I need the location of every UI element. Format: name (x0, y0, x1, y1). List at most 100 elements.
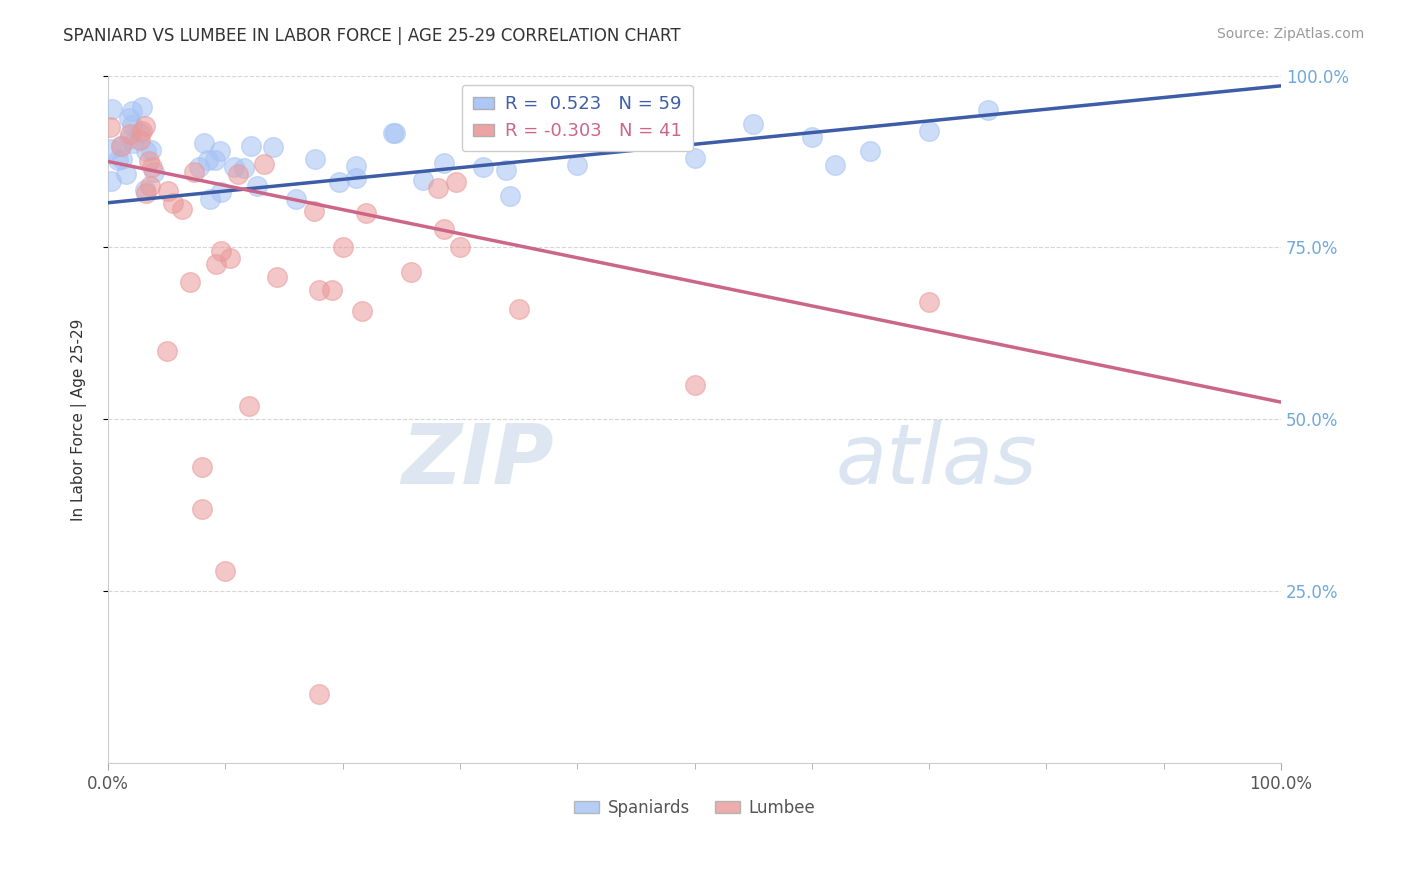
Point (204, 153, 226, 167)
Point (567, 158, 589, 172)
Text: atlas: atlas (835, 420, 1036, 501)
Point (135, 186, 157, 200)
Point (156, 343, 179, 358)
Point (208, 145, 231, 159)
Point (399, 265, 422, 279)
Point (134, 183, 156, 197)
Point (918, 295, 941, 310)
Point (110, 138, 132, 153)
Text: SPANIARD VS LUMBEE IN LABOR FORCE | AGE 25-29 CORRELATION CHART: SPANIARD VS LUMBEE IN LABOR FORCE | AGE … (63, 27, 681, 45)
Point (131, 100, 153, 114)
Point (129, 126, 152, 140)
Point (139, 143, 162, 157)
Point (350, 303, 373, 318)
Point (496, 129, 519, 144)
Text: Source: ZipAtlas.com: Source: ZipAtlas.com (1216, 27, 1364, 41)
Point (110, 152, 132, 166)
Point (219, 252, 242, 266)
Point (321, 283, 343, 297)
Point (308, 283, 330, 297)
Point (285, 192, 308, 206)
Point (470, 124, 492, 138)
Text: ZIP: ZIP (401, 420, 554, 501)
Point (444, 176, 467, 190)
Point (499, 189, 522, 203)
Point (198, 192, 221, 206)
Point (193, 136, 215, 151)
Point (214, 564, 236, 578)
Point (427, 181, 450, 195)
Point (232, 161, 254, 175)
Point (191, 460, 214, 475)
Point (508, 302, 530, 317)
Point (205, 256, 228, 270)
Point (977, 103, 1000, 117)
Point (412, 172, 434, 186)
Point (156, 184, 179, 198)
Point (859, 144, 882, 158)
Point (135, 144, 157, 158)
Point (100, 142, 122, 156)
Point (209, 244, 232, 258)
Point (433, 156, 456, 170)
Point (226, 167, 249, 181)
Point (346, 159, 368, 173)
Point (495, 163, 517, 178)
Point (121, 104, 143, 119)
Point (246, 178, 269, 193)
Point (98, 120, 121, 134)
Point (240, 138, 263, 153)
Point (472, 160, 495, 174)
Point (138, 179, 160, 194)
Point (197, 153, 219, 167)
Point (304, 152, 326, 166)
Point (100, 102, 122, 116)
Point (138, 154, 160, 169)
Point (308, 687, 330, 701)
Point (115, 167, 138, 181)
Point (179, 275, 201, 289)
Point (449, 240, 471, 254)
Point (433, 222, 456, 236)
Point (918, 123, 941, 137)
Point (141, 161, 163, 175)
Point (110, 138, 132, 153)
Point (107, 153, 129, 167)
Point (800, 130, 823, 145)
Legend: Spaniards, Lumbee: Spaniards, Lumbee (568, 792, 821, 823)
Point (262, 139, 284, 153)
Point (142, 165, 165, 179)
Point (332, 240, 354, 254)
Point (381, 126, 404, 140)
Point (683, 151, 706, 165)
Point (253, 157, 276, 171)
Point (170, 202, 193, 216)
Point (122, 136, 145, 151)
Point (346, 170, 368, 185)
Point (742, 117, 765, 131)
Y-axis label: In Labor Force | Age 25-29: In Labor Force | Age 25-29 (72, 318, 87, 521)
Point (117, 132, 139, 146)
Point (354, 206, 377, 220)
Point (328, 175, 350, 189)
Point (134, 119, 156, 133)
Point (683, 378, 706, 392)
Point (183, 165, 205, 179)
Point (191, 501, 214, 516)
Point (188, 160, 211, 174)
Point (100, 173, 122, 187)
Point (128, 133, 150, 147)
Point (118, 111, 141, 125)
Point (238, 399, 260, 413)
Point (120, 127, 142, 141)
Point (266, 270, 288, 285)
Point (302, 204, 325, 219)
Point (162, 195, 184, 210)
Point (384, 126, 406, 140)
Point (209, 186, 232, 200)
Point (222, 161, 245, 175)
Point (131, 124, 153, 138)
Point (589, 130, 612, 145)
Point (824, 158, 846, 172)
Point (121, 119, 143, 133)
